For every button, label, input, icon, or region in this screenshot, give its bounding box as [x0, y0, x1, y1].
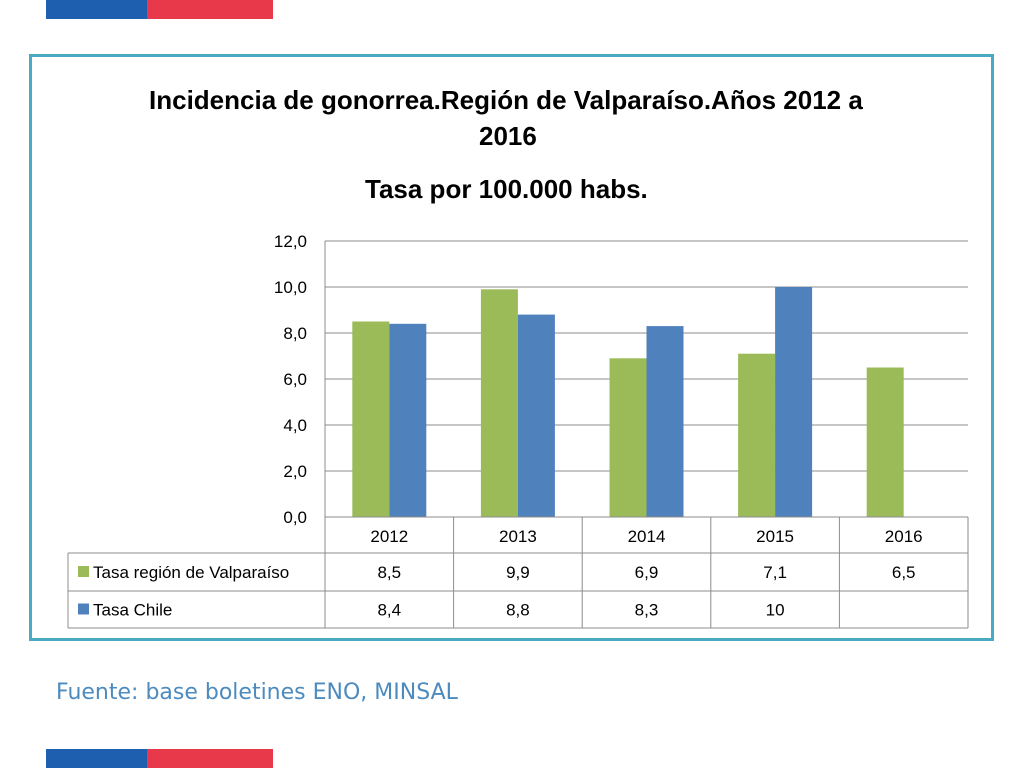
bar-chile-2012 — [389, 323, 427, 517]
chart-subtitle: Tasa por 100.000 habs. — [365, 174, 648, 204]
bar-chart: 0,0 2,0 4,0 6,0 8,0 10,0 12,0 2012 2013 2014 2015 2… — [67, 232, 969, 629]
x-category-label: 2012 — [370, 527, 408, 546]
bar-region-2015 — [738, 353, 776, 517]
legend-key-chile — [78, 603, 89, 615]
x-category-label: 2015 — [756, 527, 794, 546]
y-tick-label: 0,0 — [283, 508, 307, 527]
y-tick-label: 6,0 — [283, 370, 307, 389]
bar-chile-2015 — [775, 287, 813, 517]
y-tick-label: 2,0 — [283, 462, 307, 481]
x-category-label: 2016 — [885, 527, 923, 546]
bar-region-2016 — [866, 367, 904, 517]
chart-title-line1: Incidencia de gonorrea.Región de Valpara… — [149, 85, 863, 115]
data-table-value: 6,9 — [635, 563, 659, 582]
bar-chile-2014 — [646, 326, 684, 517]
data-table-value: 8,3 — [635, 601, 659, 620]
chart-frame: Incidencia de gonorrea.Región de Valpara… — [29, 54, 994, 641]
x-category-label: 2013 — [499, 527, 537, 546]
x-category-label: 2014 — [628, 527, 666, 546]
data-table-value: 8,5 — [377, 563, 401, 582]
source-note: Fuente: base boletines ENO, MINSAL — [56, 680, 458, 705]
data-table-value: 10 — [766, 601, 785, 620]
bar-region-2013 — [480, 289, 518, 517]
flag-bar-bottom — [46, 749, 273, 768]
bar-region-2014 — [609, 358, 647, 517]
y-tick-label: 8,0 — [283, 324, 307, 343]
data-table-value: 9,9 — [506, 563, 530, 582]
flag-bar-top — [46, 0, 273, 19]
bar-chile-2013 — [517, 314, 555, 517]
data-table-value: 7,1 — [763, 563, 787, 582]
y-tick-label: 4,0 — [283, 416, 307, 435]
legend-label: Tasa región de Valparaíso — [93, 563, 289, 582]
data-table-value: 8,8 — [506, 601, 530, 620]
chart-title-line2: 2016 — [479, 121, 537, 151]
y-tick-label: 12,0 — [274, 232, 307, 251]
flag-blue-segment — [46, 0, 147, 19]
data-table-value: 6,5 — [892, 563, 916, 582]
data-table-value: 8,4 — [377, 601, 401, 620]
flag-blue-segment — [46, 749, 147, 768]
flag-red-segment — [147, 749, 273, 768]
flag-red-segment — [147, 0, 273, 19]
legend-label: Tasa Chile — [93, 601, 172, 620]
y-tick-label: 10,0 — [274, 278, 307, 297]
bar-region-2012 — [352, 321, 390, 517]
legend-key-region — [78, 566, 89, 577]
